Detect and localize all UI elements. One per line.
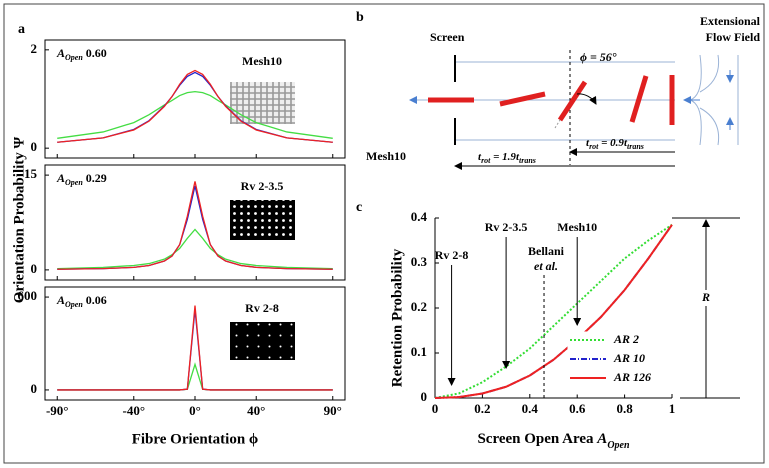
angle-arc [576, 93, 597, 105]
time-label: trot = 0.9ttrans [586, 137, 644, 152]
screen-inset [230, 200, 295, 240]
annotation: Rv 2-3.5 [485, 220, 528, 234]
value: 0.06 [86, 293, 107, 307]
y-axis-label: Retention Probability [389, 248, 405, 387]
series-line [57, 69, 333, 143]
legend-label: AR 10 [613, 351, 645, 365]
panel-label: c [356, 200, 362, 215]
diagram [409, 50, 739, 170]
fibre-trace [554, 119, 561, 129]
reference-label: et al. [534, 259, 558, 273]
label-text: Screen Open Area [477, 431, 597, 447]
x-axis-label: Fibre Orientation ϕ [132, 431, 259, 447]
y-tick-label: 0 [31, 261, 38, 276]
fibre [557, 80, 588, 122]
time-label-part: t [516, 151, 520, 163]
reference-label: Bellani [528, 244, 565, 258]
time-label-part: t [624, 137, 628, 149]
series-line [57, 228, 333, 270]
legend-box [567, 331, 669, 395]
subscript: Open [65, 300, 83, 309]
time-label-part: rot [589, 142, 599, 151]
time-label-part: trans [627, 142, 644, 151]
x-tick-label: 0.4 [522, 401, 539, 416]
series-line [57, 90, 333, 139]
y-tick-label: 0.3 [411, 254, 428, 269]
subscript: Open [65, 53, 83, 62]
subscript: Open [607, 440, 630, 451]
symbol: A [56, 293, 65, 307]
y-tick-label: 0 [31, 139, 38, 154]
x-tick-label: 0° [189, 403, 201, 418]
series-line [57, 181, 333, 270]
subscript: Open [65, 178, 83, 187]
time-label-part: = 0.9 [598, 137, 624, 149]
x-tick-label: 0.8 [616, 401, 633, 416]
x-axis-label: Screen Open Area AOpen [477, 431, 630, 450]
angle-label: ϕ = 56° [580, 50, 617, 64]
screen-name: Mesh10 [242, 54, 282, 68]
annotation: Mesh10 [557, 220, 597, 234]
time-label-part: rot [481, 156, 491, 165]
y-tick-label: 0 [421, 389, 428, 404]
screen-inset [230, 322, 295, 360]
flow-line [699, 54, 720, 146]
y-axis-label: Orientation Probability Ψ [11, 136, 27, 303]
time-label-part: t [478, 151, 482, 163]
x-tick-label: 0.6 [569, 401, 586, 416]
x-tick-label: -40° [123, 403, 146, 418]
panel-label: b [356, 10, 364, 25]
y-tick-label: 0.2 [411, 299, 427, 314]
value: 0.29 [86, 171, 107, 185]
time-label-part: trans [519, 156, 536, 165]
time-label-part: = 1.9 [490, 151, 516, 163]
diagram-label: Screen [430, 30, 465, 44]
fibre [499, 91, 546, 107]
y-tick-label: 600 [18, 288, 38, 303]
y-tick-label: 15 [24, 166, 38, 181]
value: 0.60 [86, 46, 107, 60]
series-line [434, 223, 673, 399]
series-line [434, 224, 673, 399]
panel-label: a [18, 22, 25, 37]
screen-inset [230, 82, 295, 124]
screen-name: Rv 2-8 [245, 301, 279, 315]
annotation: Rv 2-8 [435, 248, 469, 262]
x-tick-label: 1 [669, 401, 676, 416]
symbol: A [596, 431, 607, 447]
time-label-part: t [586, 137, 590, 149]
open-area-label: AOpen 0.29 [56, 171, 107, 188]
y-tick-label: 0 [31, 381, 38, 396]
diagram-label: Flow Field [706, 30, 761, 44]
x-tick-label: -90° [46, 403, 69, 418]
x-tick-label: 0.2 [474, 401, 490, 416]
y-tick-label: 0.4 [411, 209, 428, 224]
diagram-label: Extensional [700, 14, 761, 28]
diagram-label: Mesh10 [366, 149, 406, 163]
series-line [57, 305, 333, 391]
time-label: trot = 1.9ttrans [478, 151, 536, 166]
x-tick-label: 40° [247, 403, 265, 418]
series-line [57, 362, 333, 391]
open-area-label: AOpen 0.06 [56, 293, 107, 310]
y-tick-label: 2 [31, 41, 38, 56]
fibre [629, 75, 649, 123]
screen-name: Rv 2-3.5 [241, 179, 284, 193]
open-area-label: AOpen 0.60 [56, 46, 107, 63]
figure-border [3, 3, 765, 464]
symbol: A [56, 171, 65, 185]
legend-label: AR 2 [613, 332, 639, 346]
y-tick-label: 0.1 [411, 344, 427, 359]
legend-label: AR 126 [613, 370, 651, 384]
x-tick-label: 0 [432, 401, 439, 416]
bracket-label-bg [698, 290, 714, 306]
bracket-label: R [701, 290, 710, 304]
x-tick-label: 90° [324, 403, 342, 418]
symbol: A [56, 46, 65, 60]
